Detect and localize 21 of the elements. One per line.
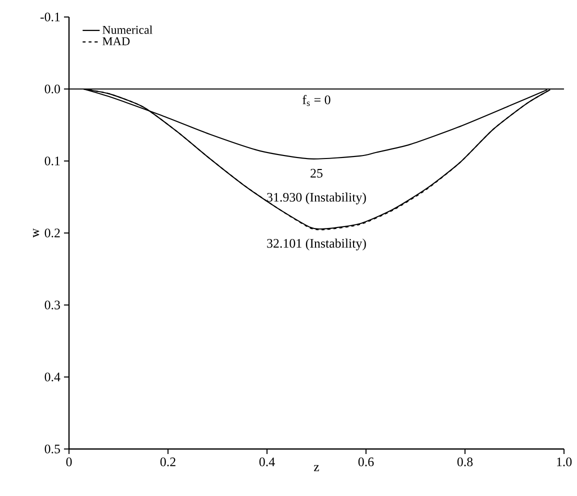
annotation: f$_{s}$ = 0 (302, 95, 330, 106)
y-tick-label: 0.0 (44, 84, 60, 94)
x-tick-label: 0.6 (358, 458, 374, 466)
x-tick-label: 0.4 (259, 458, 275, 466)
y-tick-label: 0.4 (44, 372, 60, 382)
x-tick-label: 0 (66, 458, 72, 466)
y-tick-label: 0.5 (44, 444, 60, 454)
x-tick-label: 0.2 (160, 458, 176, 466)
y-tick-label: 0.3 (44, 300, 60, 310)
y-tick-label: 0.1 (44, 156, 60, 166)
x-axis-title: z (314, 465, 320, 472)
y-tick-label: 0.2 (44, 228, 60, 238)
legend-label: MAD (102, 37, 130, 46)
annotation: 25 (310, 168, 322, 178)
x-tick-label: 0.8 (457, 458, 473, 466)
y-tick-label: -0.1 (40, 12, 60, 22)
legend-label: Numerical (102, 25, 152, 34)
annotation: 31.930 (Instability) (267, 192, 366, 204)
annotation: 32.101 (Instability) (267, 238, 366, 250)
y-axis-title: w (33, 228, 40, 238)
x-tick-label: 1.0 (557, 458, 572, 466)
